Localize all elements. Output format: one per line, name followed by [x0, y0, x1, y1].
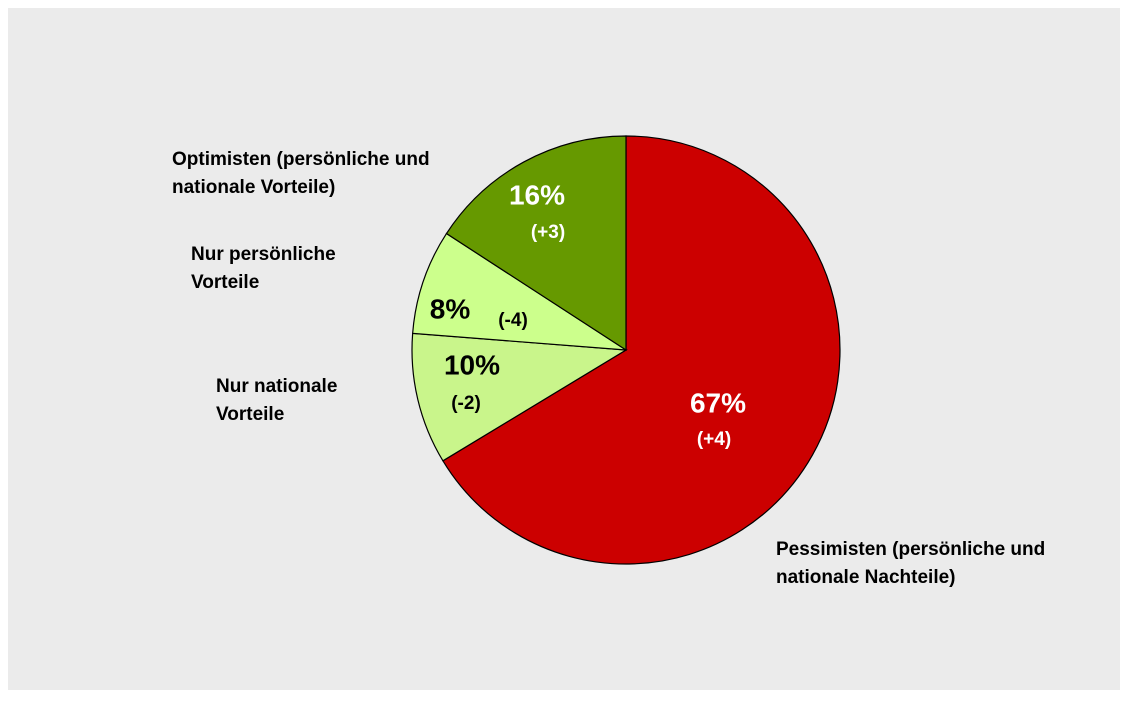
- category-label: Pessimisten (persönliche und nationale N…: [776, 539, 1046, 588]
- delta-label: (-4): [498, 310, 528, 331]
- pie-slice: [412, 232, 627, 351]
- category-label: Optimisten (persönliche und nationale Vo…: [172, 149, 430, 198]
- pie-slice: [445, 135, 627, 352]
- value-label: 10%: [444, 349, 500, 380]
- delta-label: (+3): [531, 222, 565, 243]
- category-label: Nur persönliche Vorteile: [191, 244, 336, 293]
- pie-slice: [442, 135, 841, 565]
- pie-slice: [411, 332, 628, 462]
- delta-label: (-2): [451, 393, 481, 414]
- category-label: Nur nationale Vorteile: [216, 376, 338, 425]
- value-label: 16%: [509, 179, 565, 210]
- value-label: 67%: [690, 387, 746, 418]
- delta-label: (+4): [697, 429, 731, 450]
- value-label: 8%: [430, 293, 471, 324]
